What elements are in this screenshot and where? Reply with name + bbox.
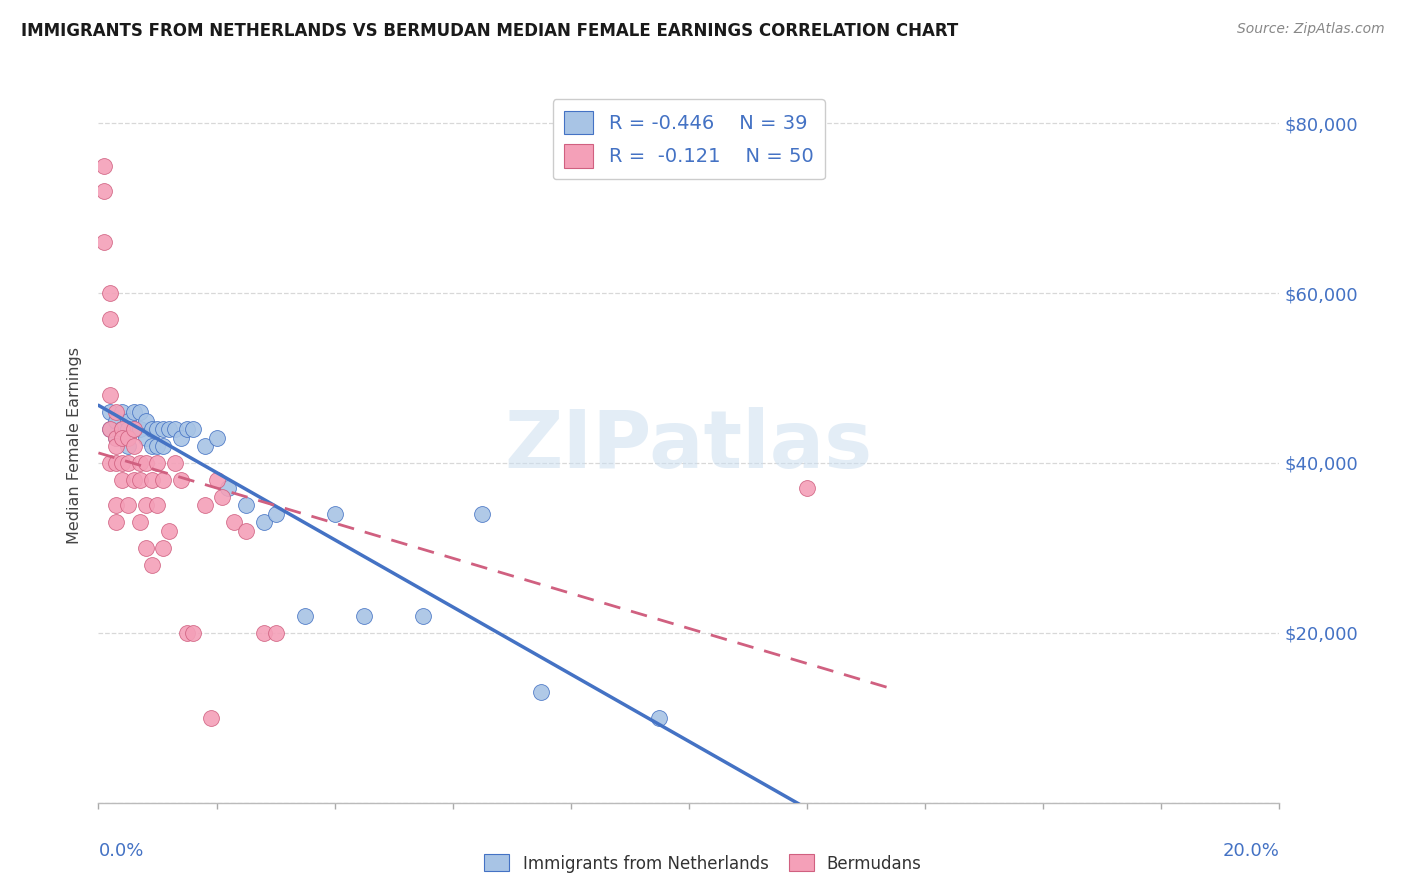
Point — [122, 439, 145, 453]
Point — [205, 430, 228, 444]
Point — [111, 405, 134, 419]
Point — [135, 430, 157, 444]
Point — [117, 413, 139, 427]
Point — [205, 473, 228, 487]
Point — [111, 422, 134, 436]
Point — [165, 456, 187, 470]
Point — [128, 405, 150, 419]
Point — [105, 499, 128, 513]
Point — [294, 608, 316, 623]
Point — [181, 626, 204, 640]
Point — [200, 711, 222, 725]
Point — [105, 430, 128, 444]
Point — [117, 430, 139, 444]
Point — [181, 422, 204, 436]
Point — [111, 456, 134, 470]
Point — [157, 524, 180, 538]
Point — [152, 422, 174, 436]
Point — [224, 516, 246, 530]
Point — [471, 507, 494, 521]
Point — [146, 422, 169, 436]
Point — [98, 286, 121, 301]
Point — [128, 422, 150, 436]
Point — [141, 422, 163, 436]
Point — [135, 541, 157, 555]
Point — [235, 524, 257, 538]
Point — [122, 422, 145, 436]
Text: 20.0%: 20.0% — [1223, 842, 1279, 860]
Point — [170, 430, 193, 444]
Point — [135, 499, 157, 513]
Point — [128, 473, 150, 487]
Point — [122, 405, 145, 419]
Point — [152, 541, 174, 555]
Point — [323, 507, 346, 521]
Point — [264, 507, 287, 521]
Point — [648, 711, 671, 725]
Point — [105, 405, 128, 419]
Point — [98, 422, 121, 436]
Point — [98, 422, 121, 436]
Point — [98, 456, 121, 470]
Point — [117, 499, 139, 513]
Point — [353, 608, 375, 623]
Point — [128, 456, 150, 470]
Point — [122, 422, 145, 436]
Point — [117, 456, 139, 470]
Point — [211, 490, 233, 504]
Point — [141, 473, 163, 487]
Y-axis label: Median Female Earnings: Median Female Earnings — [67, 348, 83, 544]
Point — [796, 482, 818, 496]
Point — [141, 439, 163, 453]
Point — [105, 413, 128, 427]
Point — [111, 430, 134, 444]
Point — [111, 422, 134, 436]
Point — [152, 439, 174, 453]
Point — [117, 422, 139, 436]
Text: Source: ZipAtlas.com: Source: ZipAtlas.com — [1237, 22, 1385, 37]
Point — [217, 482, 239, 496]
Point — [146, 439, 169, 453]
Point — [135, 456, 157, 470]
Point — [176, 626, 198, 640]
Point — [128, 516, 150, 530]
Point — [165, 422, 187, 436]
Point — [170, 473, 193, 487]
Point — [235, 499, 257, 513]
Point — [141, 558, 163, 572]
Point — [93, 184, 115, 198]
Point — [98, 388, 121, 402]
Point — [194, 499, 217, 513]
Legend: Immigrants from Netherlands, Bermudans: Immigrants from Netherlands, Bermudans — [478, 847, 928, 880]
Point — [98, 405, 121, 419]
Point — [122, 473, 145, 487]
Point — [105, 430, 128, 444]
Point — [105, 456, 128, 470]
Text: 0.0%: 0.0% — [98, 842, 143, 860]
Point — [98, 311, 121, 326]
Text: ZIPatlas: ZIPatlas — [505, 407, 873, 485]
Point — [117, 439, 139, 453]
Point — [146, 499, 169, 513]
Point — [412, 608, 434, 623]
Point — [264, 626, 287, 640]
Point — [194, 439, 217, 453]
Point — [176, 422, 198, 436]
Point — [253, 516, 276, 530]
Point — [253, 626, 276, 640]
Point — [93, 159, 115, 173]
Point — [157, 422, 180, 436]
Text: IMMIGRANTS FROM NETHERLANDS VS BERMUDAN MEDIAN FEMALE EARNINGS CORRELATION CHART: IMMIGRANTS FROM NETHERLANDS VS BERMUDAN … — [21, 22, 959, 40]
Point — [105, 439, 128, 453]
Point — [93, 235, 115, 249]
Point — [530, 685, 553, 699]
Point — [152, 473, 174, 487]
Point — [135, 413, 157, 427]
Point — [146, 456, 169, 470]
Point — [105, 516, 128, 530]
Point — [111, 473, 134, 487]
Legend: R = -0.446    N = 39, R =  -0.121    N = 50: R = -0.446 N = 39, R = -0.121 N = 50 — [553, 99, 825, 179]
